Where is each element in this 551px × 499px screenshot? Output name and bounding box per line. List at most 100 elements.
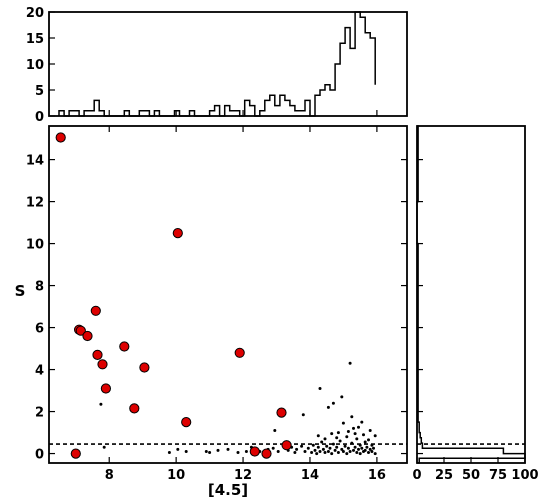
field-point-80: [350, 415, 354, 419]
field-point-8: [226, 447, 230, 451]
field-point-26: [310, 451, 314, 454]
field-point-63: [358, 443, 362, 447]
field-point-62: [357, 447, 360, 451]
field-point-2: [167, 451, 171, 454]
field-point-24: [303, 450, 307, 453]
field-point-7: [216, 448, 220, 452]
top-histogram-y-axis: 0 5 10 15 20: [26, 6, 55, 125]
top-y-tick-label-1: 5: [35, 84, 44, 99]
y-tick-label-6: 12: [26, 196, 44, 211]
field-point-85: [330, 432, 334, 436]
field-point-50: [343, 444, 347, 448]
field-point-37: [326, 405, 330, 409]
field-point-16: [276, 450, 280, 453]
right-x-tick-label-3: 75: [489, 468, 507, 483]
highlighted-point-5: [90, 305, 101, 316]
scatter-x-axis: 8 10 12 14 16: [105, 110, 386, 483]
highlighted-point-16: [261, 448, 272, 459]
highlighted-point-17: [276, 407, 287, 418]
field-point-40: [330, 452, 334, 456]
field-point-38: [326, 450, 330, 453]
right-histogram-x-axis: 0 25 50 75 100: [412, 457, 539, 483]
highlighted-point-9: [119, 341, 130, 352]
field-point-15: [273, 429, 277, 432]
right-histogram-panel: 0 25 50 75 100: [412, 125, 539, 483]
highlighted-point-7: [97, 359, 108, 370]
field-point-60: [355, 451, 359, 454]
highlighted-point-0: [55, 132, 66, 143]
field-point-48: [340, 395, 344, 399]
y-tick-label-7: 14: [26, 154, 44, 169]
field-point-59: [353, 445, 357, 449]
field-point-61: [355, 437, 359, 441]
field-point-69: [365, 445, 369, 449]
highlighted-point-1: [70, 448, 81, 459]
field-point-39: [328, 446, 332, 450]
x-tick-label-0: 8: [105, 468, 114, 483]
field-point-45: [336, 451, 340, 454]
highlighted-point-12: [172, 228, 183, 239]
field-point-28: [313, 448, 317, 452]
field-point-5: [204, 450, 208, 453]
field-point-86: [346, 430, 350, 433]
field-point-25: [306, 446, 310, 450]
field-point-65: [360, 446, 364, 450]
field-point-9: [236, 451, 240, 454]
field-point-53: [346, 446, 350, 450]
field-point-6: [208, 451, 212, 454]
highlighted-point-8: [100, 383, 112, 394]
top-histogram-frame: [48, 11, 408, 117]
highlighted-point-13: [181, 417, 192, 428]
field-point-51: [345, 452, 349, 456]
field-point-23: [301, 413, 305, 417]
field-point-75: [373, 434, 377, 438]
field-point-42: [331, 401, 335, 405]
field-point-87: [360, 420, 364, 424]
right-histogram-steps: [416, 125, 526, 464]
y-tick-label-5: 10: [26, 238, 44, 253]
field-point-58: [352, 426, 355, 430]
right-x-tick-label-2: 50: [462, 468, 480, 483]
field-point-67: [363, 440, 367, 444]
field-point-89: [335, 436, 339, 440]
top-histogram-panel: 0 5 10 15 20: [26, 6, 408, 125]
field-point-34: [321, 447, 325, 451]
highlighted-point-15: [249, 446, 260, 457]
highlighted-points-series: [55, 132, 292, 459]
highlighted-point-4: [82, 330, 93, 342]
y-tick-label-0: 0: [35, 448, 44, 463]
field-point-4: [184, 450, 188, 453]
field-point-43: [333, 448, 337, 452]
field-point-10: [244, 450, 248, 453]
highlighted-point-3: [75, 325, 86, 336]
field-point-64: [358, 452, 362, 456]
scatter-panel: 8 10 12 14 16 0 2 4 6 8 10 12 14 [4.5] S: [15, 110, 423, 499]
field-point-79: [341, 421, 345, 425]
field-point-71: [368, 447, 372, 451]
highlighted-point-6: [92, 349, 103, 360]
field-point-49: [341, 450, 345, 453]
field-points-series: [99, 361, 377, 456]
highlighted-point-14: [234, 347, 245, 358]
field-point-90: [353, 432, 357, 436]
field-point-47: [340, 447, 344, 451]
field-point-30: [316, 445, 320, 449]
field-point-32: [318, 450, 322, 453]
field-point-41: [331, 442, 335, 446]
field-point-0: [99, 402, 103, 406]
field-point-72: [370, 443, 374, 447]
field-point-68: [363, 448, 367, 452]
x-tick-label-3: 14: [301, 468, 319, 483]
field-point-46: [338, 439, 342, 443]
field-point-14: [271, 446, 275, 450]
highlighted-point-18: [281, 440, 292, 451]
top-histogram-steps: [58, 11, 376, 117]
right-x-tick-label-0: 0: [412, 468, 421, 483]
field-point-20: [293, 451, 297, 454]
y-tick-label-2: 4: [35, 364, 44, 379]
field-point-31: [318, 387, 322, 390]
x-tick-label-2: 12: [234, 468, 252, 483]
right-x-tick-label-4: 100: [511, 468, 538, 483]
field-point-84: [316, 434, 320, 438]
highlighted-point-10: [129, 403, 140, 414]
